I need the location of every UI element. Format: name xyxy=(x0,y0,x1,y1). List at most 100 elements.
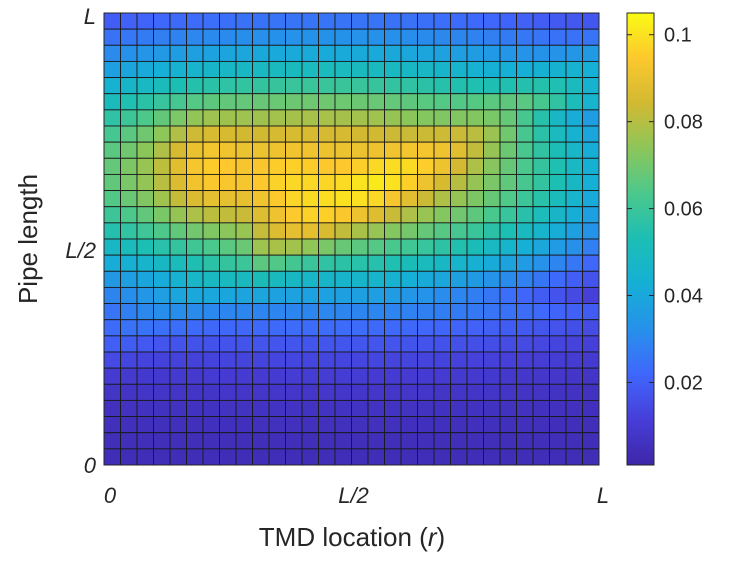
heatmap-cell xyxy=(334,93,352,111)
heatmap-cell xyxy=(186,351,204,369)
heatmap-cell xyxy=(186,77,204,95)
heatmap-cell xyxy=(136,141,154,159)
heatmap-cell xyxy=(136,319,154,337)
heatmap-cell xyxy=(318,44,336,62)
heatmap-cell xyxy=(219,432,237,450)
heatmap-cell xyxy=(532,60,550,79)
heatmap-cell xyxy=(120,190,138,208)
heatmap-cell xyxy=(318,157,336,175)
heatmap-cell xyxy=(450,109,468,127)
heatmap-cell xyxy=(499,28,517,46)
heatmap-cell xyxy=(120,367,138,385)
heatmap-cell xyxy=(499,157,517,175)
heatmap-cell xyxy=(499,44,517,62)
heatmap-cell xyxy=(169,206,187,224)
heatmap-cell xyxy=(301,335,319,353)
heatmap-cell xyxy=(318,303,336,321)
heatmap-cell xyxy=(466,351,484,369)
heatmap-cell xyxy=(417,125,435,143)
heatmap-cell xyxy=(120,77,138,95)
heatmap-cell xyxy=(549,238,567,256)
heatmap-cell xyxy=(400,125,418,143)
heatmap-cell xyxy=(235,93,253,111)
heatmap-cell xyxy=(384,93,402,111)
heatmap-cell xyxy=(334,270,352,288)
heatmap-cell xyxy=(466,28,484,46)
heatmap-cell xyxy=(384,60,402,79)
heatmap-cell xyxy=(516,335,534,353)
heatmap-cell xyxy=(384,77,402,95)
heatmap-cell xyxy=(483,383,501,401)
heatmap-cell xyxy=(433,93,451,111)
heatmap-cell xyxy=(582,157,600,175)
heatmap-cell xyxy=(565,432,583,450)
heatmap-cell xyxy=(483,351,501,369)
heatmap-cell xyxy=(516,28,534,46)
heatmap-cell xyxy=(516,60,534,79)
heatmap-cell xyxy=(549,157,567,175)
heatmap-cell xyxy=(334,157,352,175)
heatmap-cell xyxy=(384,157,402,175)
heatmap-cell xyxy=(103,399,121,418)
heatmap-cell xyxy=(285,319,303,337)
heatmap-cell xyxy=(202,28,220,46)
heatmap-cell xyxy=(186,367,204,385)
heatmap-cell xyxy=(400,303,418,321)
heatmap-cell xyxy=(532,286,550,305)
heatmap-cell xyxy=(433,383,451,401)
heatmap-cell xyxy=(252,335,270,353)
heatmap-cell xyxy=(252,270,270,288)
heatmap-cell xyxy=(466,335,484,353)
heatmap-cell xyxy=(400,109,418,127)
heatmap-cell xyxy=(334,190,352,208)
heatmap-cell xyxy=(384,109,402,127)
heatmap-cell xyxy=(202,206,220,224)
heatmap-cell xyxy=(252,206,270,224)
heatmap-cell xyxy=(153,60,171,79)
heatmap-cell xyxy=(219,109,237,127)
heatmap-cell xyxy=(384,286,402,305)
heatmap-cell xyxy=(417,286,435,305)
heatmap-cell xyxy=(219,367,237,385)
heatmap-cell xyxy=(483,44,501,62)
heatmap-cell xyxy=(103,351,121,369)
heatmap-cell xyxy=(516,238,534,256)
heatmap-cell xyxy=(202,125,220,143)
heatmap-cell xyxy=(136,432,154,450)
heatmap-cell xyxy=(334,432,352,450)
heatmap-cell xyxy=(450,448,468,466)
heatmap-cell xyxy=(136,448,154,466)
heatmap-cell xyxy=(499,303,517,321)
heatmap-cell xyxy=(483,206,501,224)
heatmap-cell xyxy=(334,60,352,79)
heatmap-cell xyxy=(417,157,435,175)
heatmap-cell xyxy=(301,448,319,466)
heatmap-cell xyxy=(367,432,385,450)
heatmap-cell xyxy=(582,448,600,466)
heatmap-cell xyxy=(532,157,550,175)
heatmap-cell xyxy=(268,28,286,46)
heatmap-cell xyxy=(252,432,270,450)
heatmap-cell xyxy=(186,125,204,143)
heatmap-cell xyxy=(153,335,171,353)
heatmap-cell xyxy=(417,351,435,369)
heatmap-cell xyxy=(433,351,451,369)
heatmap-cell xyxy=(532,432,550,450)
heatmap-cell xyxy=(483,254,501,272)
heatmap-cell xyxy=(186,173,204,192)
heatmap-cell xyxy=(483,335,501,353)
heatmap-cell xyxy=(103,157,121,175)
heatmap-cell xyxy=(400,93,418,111)
heatmap-cell xyxy=(169,125,187,143)
heatmap-cell xyxy=(367,28,385,46)
heatmap-cell xyxy=(532,416,550,434)
heatmap-cell xyxy=(136,206,154,224)
heatmap-cell xyxy=(400,367,418,385)
heatmap-cell xyxy=(153,206,171,224)
heatmap-cell xyxy=(136,367,154,385)
heatmap-cell xyxy=(582,206,600,224)
heatmap-cell xyxy=(285,125,303,143)
heatmap-cell xyxy=(252,416,270,434)
heatmap-cell xyxy=(186,93,204,111)
heatmap-cell xyxy=(450,190,468,208)
